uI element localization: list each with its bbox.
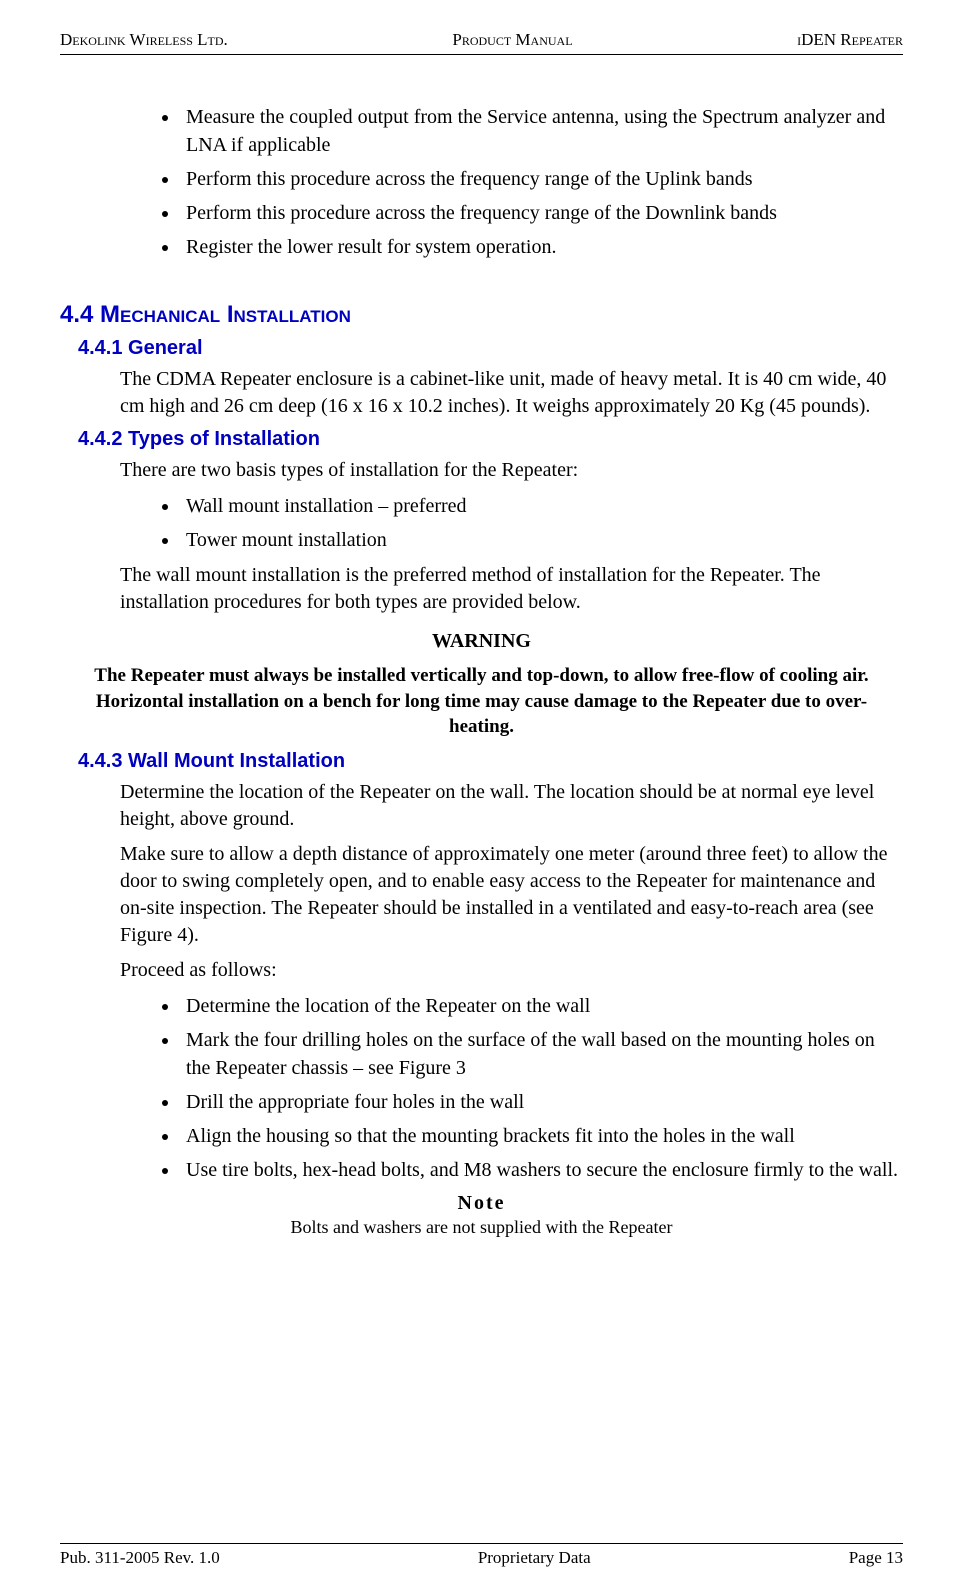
page: Dekolink Wireless Ltd. Product Manual iD…: [0, 0, 963, 1592]
header-center: Product Manual: [452, 30, 572, 50]
list-item: Use tire bolts, hex-head bolts, and M8 w…: [180, 1156, 903, 1184]
proceed-bullet-list: Determine the location of the Repeater o…: [155, 992, 903, 1184]
section-4-4-heading: 4.4 Mechanical Installation: [60, 301, 903, 329]
body-content: Measure the coupled output from the Serv…: [60, 55, 903, 1238]
list-item: Drill the appropriate four holes in the …: [180, 1088, 903, 1116]
section-title: Mechanical Installation: [100, 301, 351, 328]
note-body: Bolts and washers are not supplied with …: [60, 1217, 903, 1238]
types-bullet-list: Wall mount installation – preferred Towe…: [155, 492, 903, 554]
list-item: Mark the four drilling holes on the surf…: [180, 1026, 903, 1082]
section-number: 4.4: [60, 301, 93, 328]
footer-right: Page 13: [849, 1548, 903, 1568]
warning-body: The Repeater must always be installed ve…: [90, 663, 873, 740]
paragraph: There are two basis types of installatio…: [120, 457, 903, 484]
warning-title: WARNING: [60, 630, 903, 653]
section-4-4-1-heading: 4.4.1 General: [78, 337, 903, 360]
top-bullet-list: Measure the coupled output from the Serv…: [155, 103, 903, 261]
paragraph: Determine the location of the Repeater o…: [120, 779, 903, 833]
footer-left: Pub. 311-2005 Rev. 1.0: [60, 1548, 220, 1568]
footer-center: Proprietary Data: [478, 1548, 591, 1568]
paragraph: The CDMA Repeater enclosure is a cabinet…: [120, 366, 903, 420]
list-item: Wall mount installation – preferred: [180, 492, 903, 520]
paragraph: Proceed as follows:: [120, 957, 903, 984]
note-title: Note: [60, 1192, 903, 1215]
section-4-4-2-heading: 4.4.2 Types of Installation: [78, 428, 903, 451]
page-header: Dekolink Wireless Ltd. Product Manual iD…: [60, 30, 903, 55]
list-item: Determine the location of the Repeater o…: [180, 992, 903, 1020]
list-item: Align the housing so that the mounting b…: [180, 1122, 903, 1150]
list-item: Register the lower result for system ope…: [180, 233, 903, 261]
header-right: iDEN Repeater: [797, 30, 903, 50]
page-footer: Pub. 311-2005 Rev. 1.0 Proprietary Data …: [60, 1543, 903, 1568]
list-item: Perform this procedure across the freque…: [180, 165, 903, 193]
list-item: Measure the coupled output from the Serv…: [180, 103, 903, 159]
header-left: Dekolink Wireless Ltd.: [60, 30, 228, 50]
paragraph: The wall mount installation is the prefe…: [120, 562, 903, 616]
list-item: Perform this procedure across the freque…: [180, 199, 903, 227]
list-item: Tower mount installation: [180, 526, 903, 554]
section-4-4-3-heading: 4.4.3 Wall Mount Installation: [78, 750, 903, 773]
paragraph: Make sure to allow a depth distance of a…: [120, 841, 903, 949]
